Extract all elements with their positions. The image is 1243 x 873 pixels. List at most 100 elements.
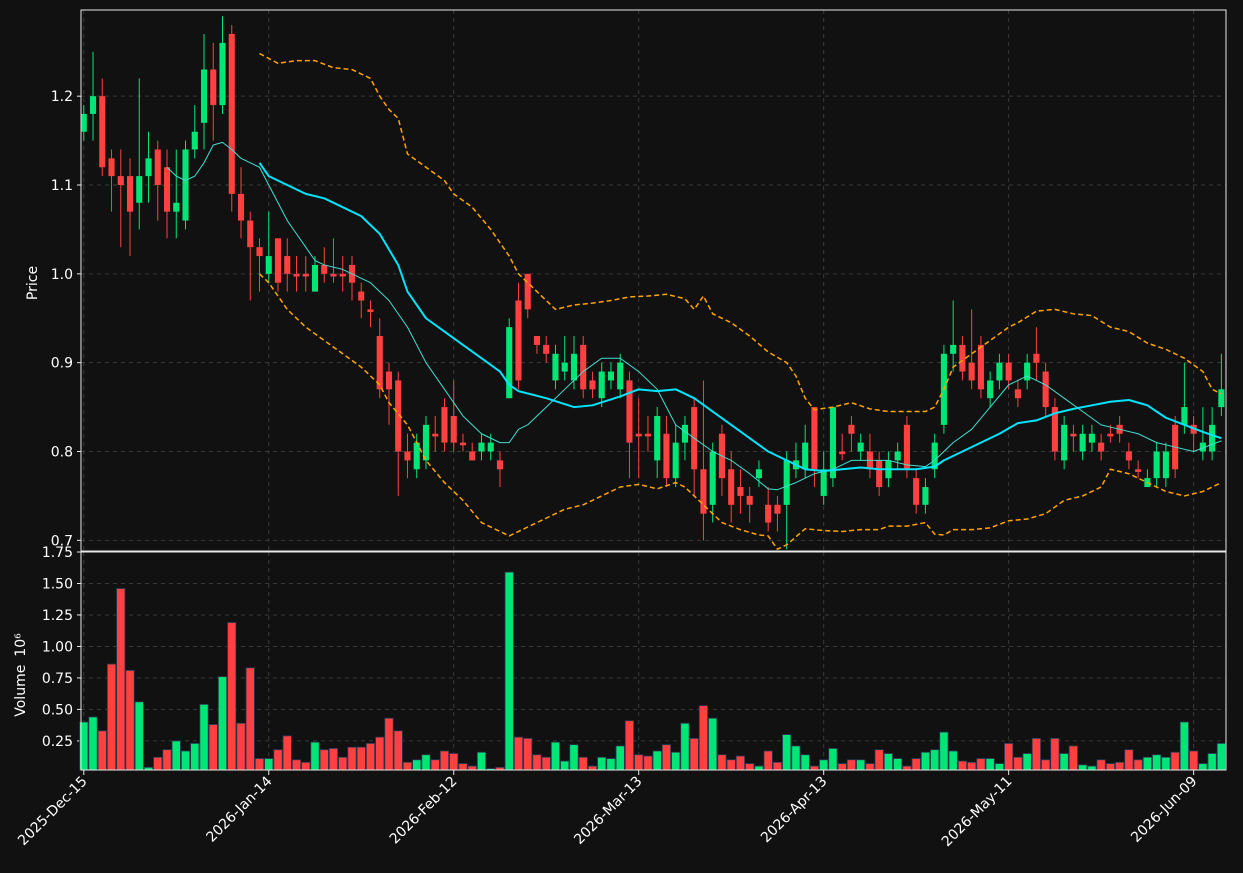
volume-bar — [245, 667, 255, 771]
volume-bar — [994, 763, 1004, 771]
candle-body — [876, 460, 883, 488]
volume-bar — [1096, 759, 1106, 771]
candle-body — [848, 424, 855, 434]
candle-body — [1199, 442, 1206, 452]
candle-body — [1070, 433, 1077, 437]
volume-bar — [597, 756, 607, 771]
candle-body — [321, 264, 328, 274]
candle-body — [1005, 362, 1012, 381]
candle-body — [681, 424, 688, 443]
candle-body — [358, 291, 365, 301]
volume-bar — [717, 754, 727, 771]
candle-body — [829, 407, 836, 479]
volume-bar — [384, 717, 394, 771]
candle-body — [385, 371, 393, 390]
candle-body — [1079, 433, 1086, 452]
candle-body — [644, 433, 652, 437]
volume-scale: 10⁶ — [13, 633, 29, 657]
candle-body — [857, 442, 864, 452]
volume-bar — [264, 758, 274, 771]
volume-bar — [930, 749, 940, 771]
volume-bar — [846, 759, 856, 771]
candle-body — [1135, 469, 1142, 472]
candle-body — [173, 202, 180, 212]
volume-bar — [560, 760, 570, 771]
volume-bar — [652, 750, 662, 771]
volume-bar — [1078, 764, 1088, 771]
volume-bar — [449, 753, 459, 771]
volume-bar — [458, 763, 468, 771]
candle-body — [117, 176, 124, 186]
candle-body — [284, 256, 291, 274]
volume-bar — [412, 759, 422, 771]
volume-bar — [745, 763, 755, 771]
volume-bar — [319, 749, 329, 771]
volume-bar — [393, 730, 403, 771]
volume-bar — [1087, 765, 1097, 771]
candle-body — [1153, 451, 1160, 479]
volume-bar — [430, 759, 440, 771]
candle-body — [968, 362, 975, 381]
y-tick-label: 0.75 — [42, 671, 73, 687]
indicator-line — [258, 162, 1222, 473]
y-tick-label: 0.8 — [51, 445, 73, 461]
volume-bar — [615, 745, 625, 771]
volume-label: Volume — [13, 665, 29, 717]
volume-bar — [467, 765, 477, 771]
volume-bar — [800, 754, 810, 771]
candle-body — [589, 380, 596, 390]
volume-bar — [541, 756, 551, 771]
volume-bar — [273, 749, 283, 771]
volume-bar — [116, 588, 126, 771]
candle-body — [1181, 407, 1188, 425]
volume-bar — [726, 759, 736, 771]
volume-bar — [208, 724, 218, 771]
volume-bar — [1216, 743, 1226, 771]
volume-bar — [819, 759, 829, 771]
candle-body — [265, 256, 272, 274]
volume-bar — [1198, 763, 1208, 771]
volume-bar — [939, 731, 949, 771]
candle-body — [635, 433, 642, 437]
volume-bar — [883, 753, 893, 771]
candle-body — [913, 478, 920, 505]
volume-bar — [199, 703, 209, 771]
volume-bar — [902, 765, 912, 771]
candle-body — [607, 371, 615, 381]
volume-bar — [282, 735, 292, 771]
volume-axis-label: Volume 10⁶ — [13, 633, 29, 717]
candle-body — [570, 353, 578, 381]
volume-bar — [328, 748, 339, 771]
candle-body — [922, 487, 929, 505]
candle-body — [219, 42, 226, 106]
candle-body — [533, 336, 541, 345]
volume-bar — [1050, 737, 1060, 771]
candle-body — [950, 344, 957, 354]
candle-body — [237, 193, 245, 221]
candle-body — [1125, 451, 1132, 461]
candle-body — [700, 469, 707, 514]
candle-body — [959, 344, 966, 372]
volume-bar — [125, 669, 135, 771]
volume-bar — [967, 761, 977, 771]
candle-body — [432, 433, 439, 437]
candle-body — [191, 131, 198, 150]
candle-body — [163, 167, 171, 212]
candle-body — [136, 176, 143, 203]
volume-bar — [634, 754, 644, 771]
candle-body — [80, 113, 87, 132]
candle-body — [561, 362, 568, 372]
volume-bar — [624, 720, 635, 771]
volume-bar — [347, 746, 357, 771]
volume-bar — [1142, 756, 1152, 771]
volume-bar — [680, 722, 690, 771]
y-tick-label: 0.9 — [51, 356, 73, 372]
candle-body — [783, 460, 790, 505]
y-tick-label: 1.25 — [42, 608, 73, 624]
candle-body — [302, 273, 309, 277]
volume-bar — [1161, 756, 1171, 771]
y-tick-label: 1.1 — [51, 178, 73, 194]
indicator-line — [259, 52, 1222, 413]
candle-body — [1042, 371, 1049, 408]
